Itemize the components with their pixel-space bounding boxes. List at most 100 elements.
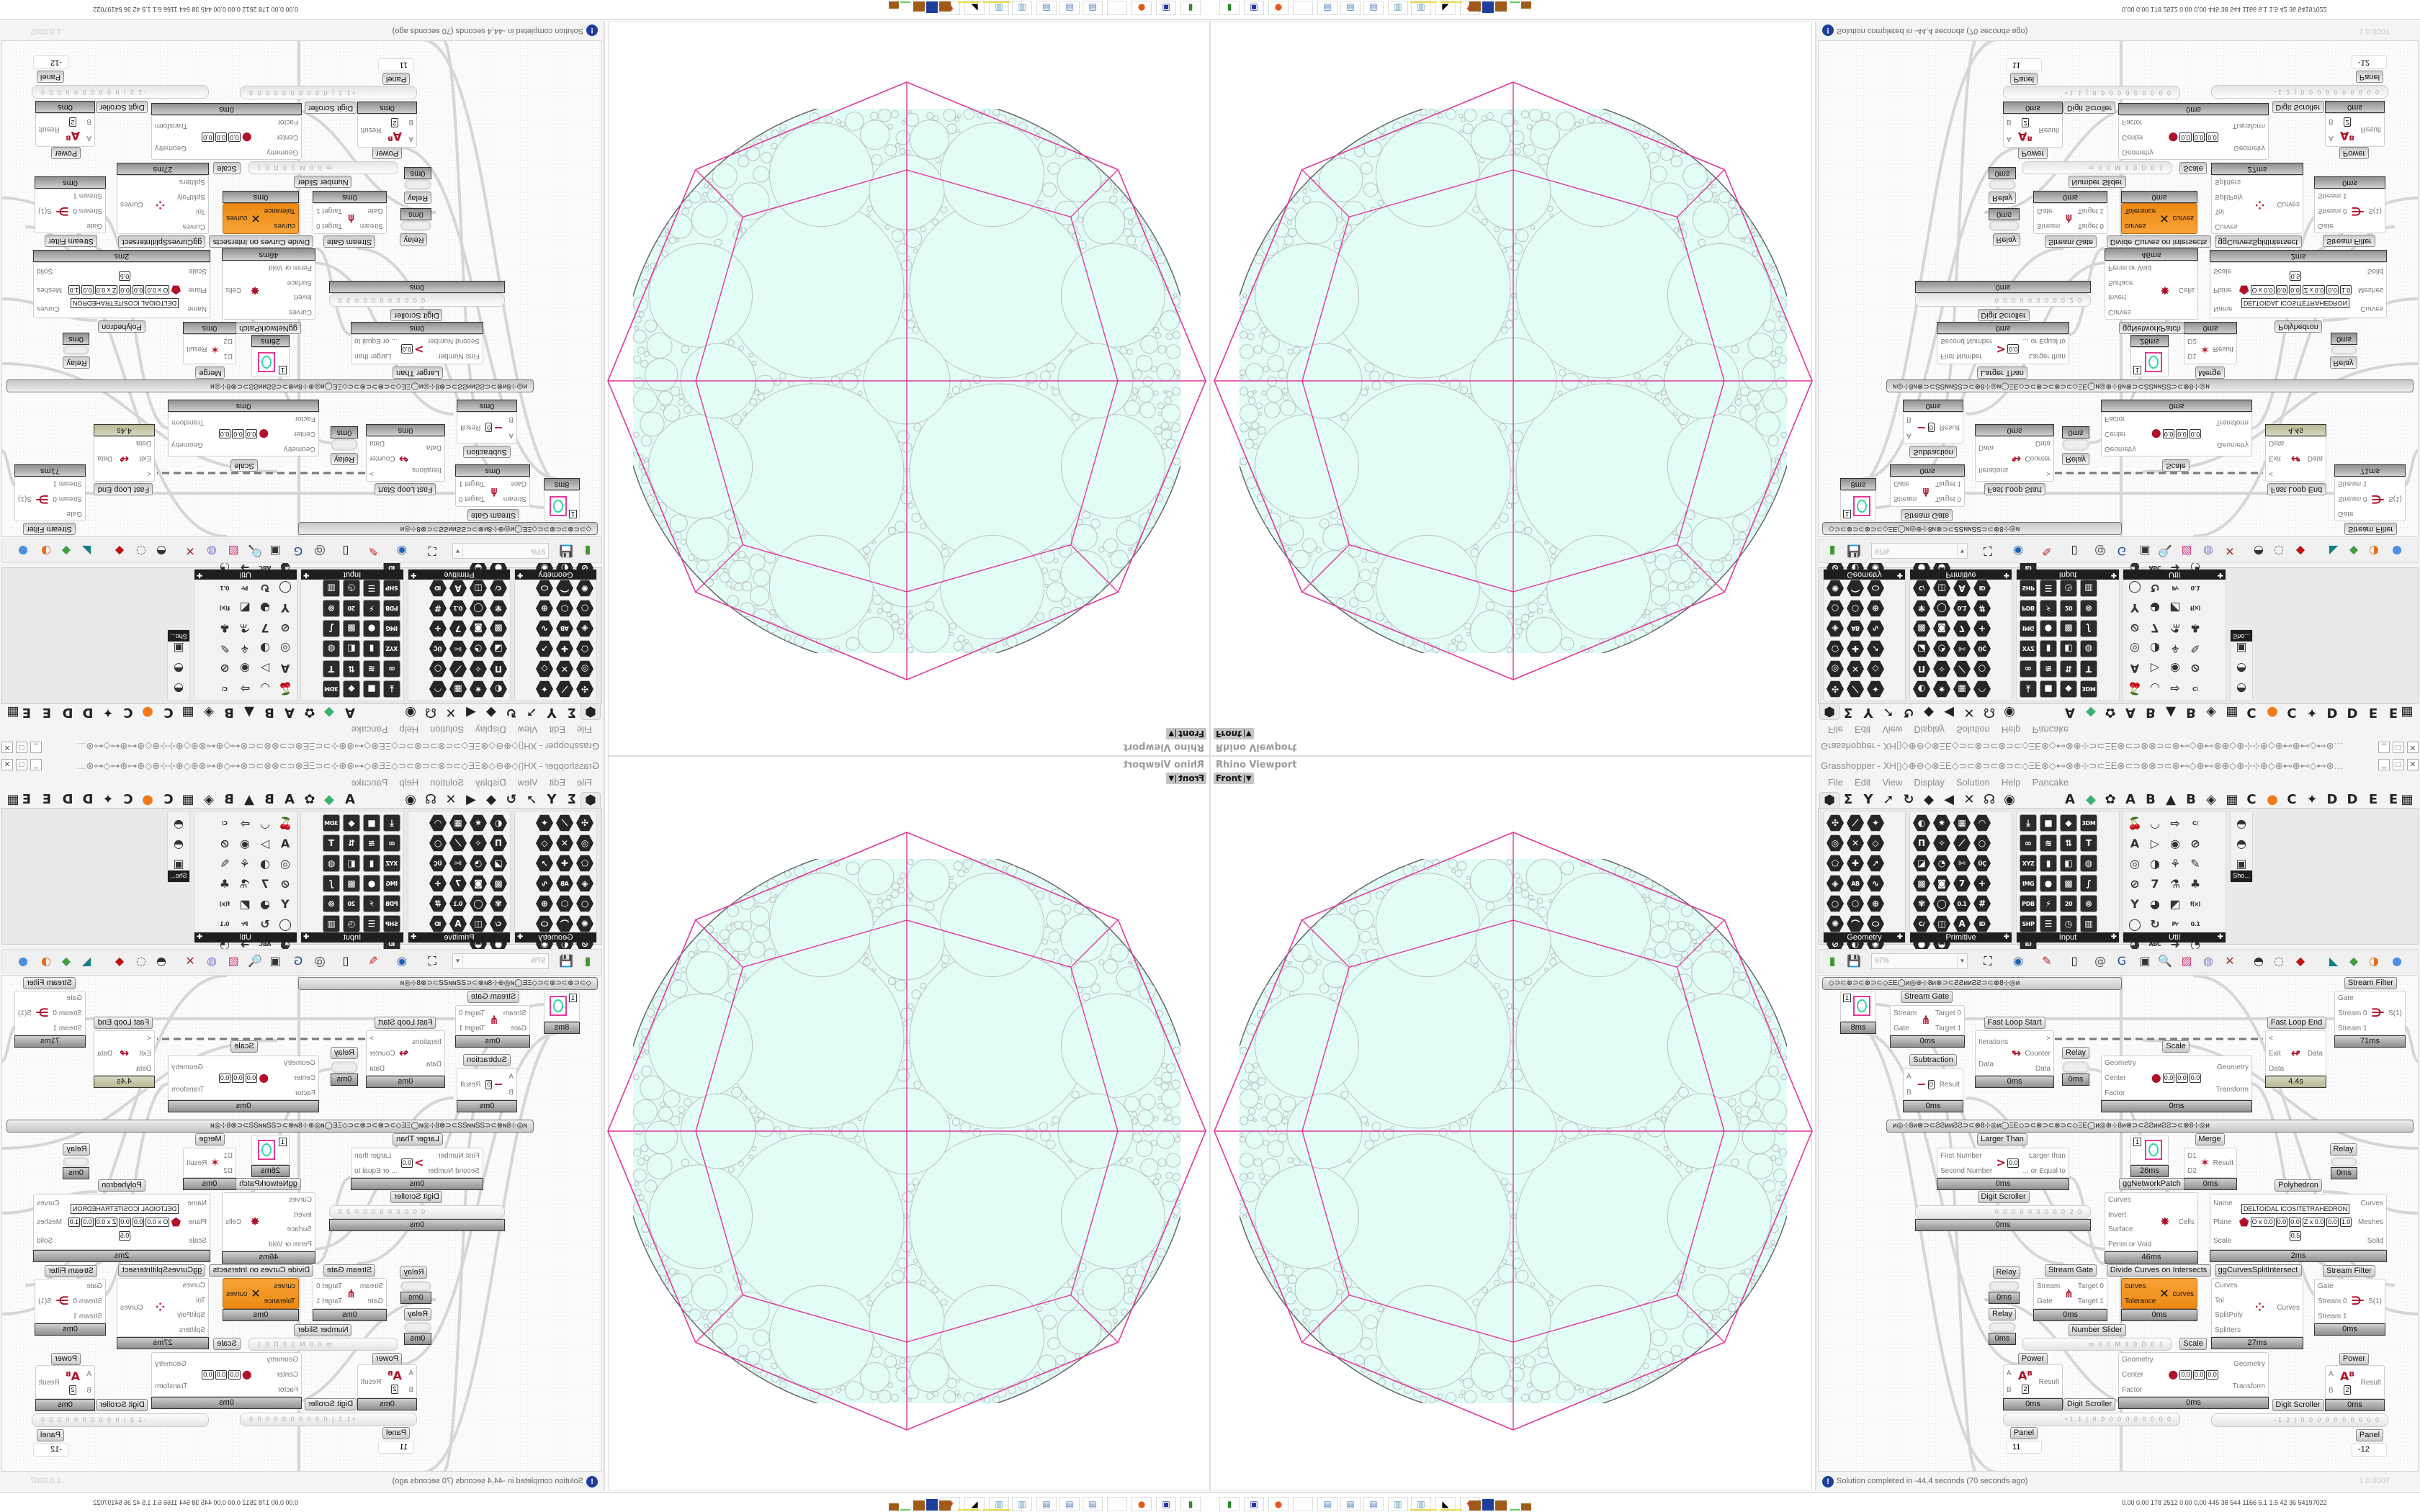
component-icon[interactable]: ▦ — [1953, 680, 1971, 698]
tab-tab-c2[interactable]: C — [2287, 705, 2297, 720]
mountain-icon[interactable]: ▲ — [2166, 705, 2176, 720]
input-port[interactable]: Second Number — [427, 337, 480, 346]
output-port[interactable]: curves — [2172, 1290, 2194, 1298]
component-icon[interactable]: ☰ — [2040, 915, 2057, 932]
blue-sphere-icon[interactable]: ● — [2392, 544, 2402, 558]
input-port[interactable]: Scale — [188, 1237, 207, 1245]
calculator-icon-3[interactable]: ▤ — [1363, 1497, 1384, 1511]
input-port[interactable]: Second Number — [1940, 337, 1993, 346]
component-icon[interactable]: 0.1 — [1953, 600, 1971, 617]
show-icon[interactable]: ▣ — [173, 856, 184, 870]
component-icon[interactable]: IMG — [2020, 875, 2037, 892]
maximize-icon[interactable]: □ — [2393, 759, 2404, 770]
param-box[interactable]: 0.0 — [2289, 285, 2301, 294]
output-port[interactable]: Result — [2360, 1378, 2381, 1387]
tab-tab-a2[interactable]: A — [2125, 705, 2136, 720]
output-port[interactable]: Geometry — [171, 441, 203, 449]
relay2[interactable] — [2331, 1157, 2357, 1167]
flower-icon[interactable]: ✿ — [2105, 705, 2116, 720]
component-icon[interactable]: ◷ — [2060, 580, 2077, 597]
output-port[interactable]: Cells — [225, 286, 242, 294]
divide-curves-label[interactable]: Divide Curves on Intersects — [209, 1264, 314, 1277]
input-port[interactable]: curves — [2125, 1282, 2146, 1290]
input-port[interactable]: Tol — [196, 1296, 205, 1305]
component-icon[interactable]: ⟋ — [1847, 814, 1864, 832]
stream-filter-1-component[interactable]: Gate Stream 0 Stream 1 S(1) ⋺ — [14, 477, 86, 521]
params-hexagon-icon[interactable]: ⬢ — [1819, 792, 1839, 808]
output-port[interactable]: Transform — [155, 1382, 188, 1390]
param-box[interactable]: 0.0 — [2189, 1073, 2202, 1083]
param-value[interactable]: 1 — [1843, 510, 1852, 518]
param-value[interactable]: 1 — [568, 510, 577, 518]
component-icon[interactable]: C/ — [1913, 915, 1930, 932]
network-patch-component[interactable]: Curves Invert Surface Perim or Void Cells ✸ — [2105, 1192, 2198, 1251]
canvas-image-icon[interactable]: ▣ — [269, 544, 281, 558]
param-box[interactable]: 0.0 — [2206, 1369, 2218, 1380]
component-icon[interactable]: ✺ — [1827, 915, 1844, 932]
panel-left-value[interactable]: 11 — [2006, 1441, 2042, 1454]
scale1-component[interactable]: Geometry Center Factor Geometry Transform ● 0.… — [2101, 412, 2252, 456]
curve-icon[interactable]: ↻ — [1903, 705, 1914, 720]
component-icon[interactable]: ◈ — [1827, 620, 1844, 637]
input-port[interactable]: Stream 1 — [2338, 480, 2367, 488]
flower-icon[interactable]: ✿ — [2105, 792, 2116, 807]
component-icon[interactable]: 7 — [261, 876, 269, 891]
input-port[interactable]: Plane — [2213, 286, 2232, 294]
component-icon[interactable]: ⊘ — [2190, 836, 2200, 850]
digit-scroller-3-label[interactable]: Digit Scroller — [96, 1399, 148, 1411]
component-icon[interactable]: ⚡ — [2040, 895, 2057, 912]
input-port[interactable]: First Number — [1940, 352, 1982, 361]
minimize-icon[interactable]: _ — [30, 742, 42, 753]
divide-curves-component[interactable]: curves Tolerance curves ✕ — [223, 1278, 299, 1309]
relay4[interactable] — [404, 179, 431, 190]
component-icon[interactable]: ⊘ — [220, 662, 230, 676]
component-icon[interactable]: ≋ — [363, 660, 380, 678]
relay1[interactable] — [331, 1061, 358, 1074]
component-icon[interactable]: 0.1 — [1953, 895, 1971, 912]
input-port[interactable]: Stream — [503, 1009, 526, 1017]
param-box[interactable]: 2 — [69, 117, 76, 127]
stream-gate-1-label[interactable]: Stream Gate — [1901, 991, 1953, 1003]
component-icon[interactable]: ◕ — [2150, 896, 2160, 911]
name-field[interactable]: DELTOIDAL ICOSITETRAHEDRON — [70, 1203, 179, 1214]
param-box[interactable]: 0.5 — [118, 271, 131, 282]
component-icon[interactable]: 20 — [2060, 895, 2077, 912]
component-icon[interactable]: ➚ — [1867, 640, 1884, 657]
component-icon[interactable]: ✎ — [220, 856, 230, 870]
wires-icon[interactable]: ✕ — [2225, 954, 2235, 968]
component-icon[interactable]: ● — [363, 875, 380, 892]
tab-tab-b2[interactable]: B — [2186, 792, 2196, 807]
relay4-label[interactable]: Relay — [404, 192, 431, 204]
bake-icon[interactable]: ◆ — [2295, 544, 2305, 558]
input-port[interactable]: < — [147, 469, 151, 478]
input-port[interactable]: Center — [276, 133, 298, 141]
zoom-input[interactable]: 97% ▼ — [452, 543, 549, 559]
input-port[interactable]: Splitters — [2215, 1326, 2241, 1334]
transform-icon[interactable]: ☊ — [425, 705, 436, 720]
component-icon[interactable]: 0.1 — [449, 600, 467, 617]
save-icon[interactable]: 💾 — [1847, 544, 1861, 558]
component-icon[interactable]: ≋ — [363, 834, 380, 852]
input-port[interactable]: < — [2269, 469, 2273, 478]
component-icon[interactable]: ◔ — [1933, 855, 1950, 872]
component-icon[interactable]: ◉ — [240, 662, 250, 676]
panel-label[interactable]: Input ✚ — [2017, 570, 2119, 580]
digit-scroller-1[interactable]: 0 0 0 0 0 0 0 0 0 2 0 — [329, 1205, 505, 1219]
stream-filter-1-component[interactable]: Gate Stream 0 Stream 1 S(1) ⋺ — [2334, 991, 2406, 1035]
output-port[interactable]: Result — [361, 1377, 382, 1386]
component-icon[interactable]: ⟋ — [556, 814, 573, 832]
save-icon[interactable]: 💾 — [559, 954, 573, 968]
component-icon[interactable]: ➚ — [536, 855, 553, 872]
component-icon[interactable]: ⚡ — [363, 600, 380, 617]
firefox-icon[interactable]: ● — [1131, 1497, 1152, 1511]
tab-tab-b[interactable]: B — [264, 792, 274, 807]
battery-icon[interactable]: ▮ — [1180, 1497, 1201, 1511]
relay2-label[interactable]: Relay — [2329, 1143, 2357, 1156]
component-icon[interactable]: A — [280, 836, 290, 850]
panel-label[interactable]: Sho... — [2231, 870, 2252, 882]
expand-icon[interactable]: ✚ — [2217, 571, 2223, 579]
component-icon[interactable]: ⊚ — [2080, 895, 2097, 912]
output-port[interactable]: Transform — [2215, 1085, 2249, 1094]
input-port[interactable]: Gate — [2338, 509, 2354, 518]
component-icon[interactable]: ⚗ — [2169, 621, 2181, 636]
